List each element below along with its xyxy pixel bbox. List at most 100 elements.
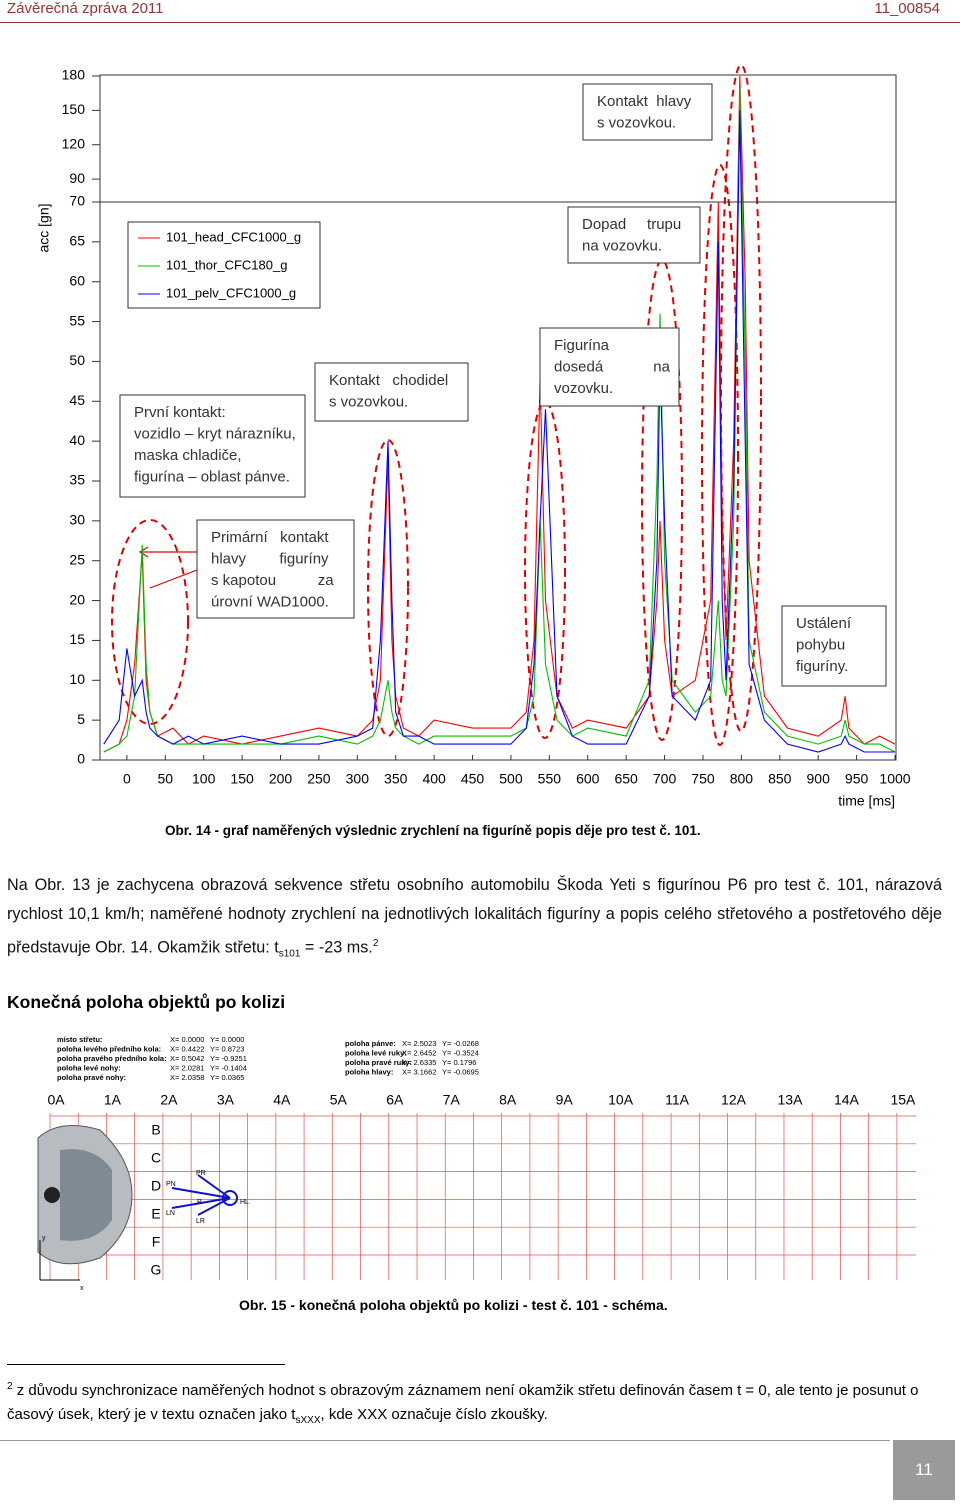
y-tick-label: 5: [77, 711, 85, 727]
annotation-text: vozidlo – kryt nárazníku,: [134, 425, 296, 442]
schematic-label: y: [42, 1235, 46, 1242]
arrow: [149, 569, 198, 589]
arrows: [138, 546, 198, 589]
measurement: poloha pravého předního kola:: [57, 1054, 167, 1063]
column-label: 6A: [386, 1092, 404, 1108]
annotation-text: vozovku.: [554, 380, 613, 397]
footnote-number: 2: [7, 1381, 13, 1392]
annotation-text: Dopad trupu: [582, 216, 681, 233]
row-label: D: [151, 1178, 161, 1194]
annotation-text: figuríny.: [796, 658, 848, 675]
plot-frame: [99, 74, 897, 761]
x-tick-label: 300: [346, 771, 370, 787]
column-label: 4A: [273, 1092, 291, 1108]
y-tick-label: 30: [69, 512, 85, 528]
ellipse: [720, 64, 762, 732]
y-tick-label: 150: [62, 101, 86, 117]
column-label: 0A: [47, 1092, 65, 1108]
dummy-limb: [171, 1197, 231, 1209]
annotation-text: pohybu: [796, 636, 845, 653]
measurement: poloha hlavy:: [345, 1067, 393, 1076]
y-tick-label: 65: [69, 233, 85, 249]
measurement: poloha levého předního kola:: [57, 1044, 161, 1053]
series-line: [103, 87, 896, 753]
y-tick-label: 35: [69, 472, 85, 488]
row-label: F: [152, 1234, 161, 1250]
annotation-box: [582, 83, 713, 141]
annotation-text: Ustálení: [796, 615, 852, 632]
dummy-limb: [171, 1187, 231, 1199]
y-tick-label: 15: [69, 631, 85, 647]
legend-label: 101_pelv_CFC1000_g: [166, 285, 296, 300]
schematic-label: x: [80, 1285, 84, 1292]
schematic: 0A 1A 2A 3A 4A 5A 6A 7A 8A 9A 10A 11A 12A 13A 14A 15A BC…: [37, 1035, 916, 1292]
annotation-text: s kapotou za: [211, 572, 334, 589]
column-label: 8A: [499, 1092, 517, 1108]
axes: [39, 1240, 80, 1281]
measurement: Y= 0.0000: [210, 1035, 244, 1044]
x-tick-label: 550: [538, 771, 562, 787]
column-label: 10A: [608, 1092, 634, 1108]
header-right: 11_00854: [874, 0, 940, 17]
column-label: 9A: [556, 1092, 574, 1108]
annotation-text: hlavy figuríny: [211, 550, 329, 567]
x-tick-label: 250: [307, 771, 331, 787]
measurement: Y= -0.0695: [442, 1067, 479, 1076]
car-window: [60, 1149, 112, 1241]
x-tick-label: 350: [384, 771, 408, 787]
x-tick-label: 0: [123, 771, 131, 787]
paragraph-text: Na Obr. 13 je zachycena obrazová sekvenc…: [7, 876, 942, 957]
y-tick-label: 25: [69, 551, 85, 567]
y-tick-label: 45: [69, 392, 85, 408]
annotation-box: [119, 394, 306, 498]
y-tick-label: 180: [62, 67, 86, 83]
annotation-text: Kontakt chodidel: [329, 372, 448, 389]
schematic-label: LN: [166, 1210, 175, 1217]
measurement: X= 2.6452: [402, 1048, 436, 1057]
subscript: sXXX: [295, 1415, 321, 1426]
grid: [49, 1113, 916, 1280]
annotation-text: figurína – oblast pánve.: [134, 468, 290, 485]
column-label: 5A: [330, 1092, 348, 1108]
column-label: 13A: [778, 1092, 804, 1108]
measurement: X= 2.0281: [170, 1063, 204, 1072]
y-tick-label: 10: [69, 671, 85, 687]
arrow-head: [138, 546, 149, 558]
annotation-text: První kontakt:: [134, 404, 226, 421]
annotation-box: [539, 327, 680, 407]
measurement: Y= -0.3524: [442, 1048, 479, 1057]
annotation-text: Figurína: [554, 337, 610, 354]
y-tick-label: 120: [62, 135, 86, 151]
column-label: 14A: [834, 1092, 860, 1108]
x-tick-label: 650: [614, 771, 638, 787]
annotation-text: úrovní WAD1000.: [211, 593, 329, 610]
header-left: Závěrečná zpráva 2011: [7, 0, 164, 17]
annotation-box: [567, 206, 701, 264]
x-tick-label: 700: [653, 771, 677, 787]
measurement: Y= -0.1404: [210, 1063, 247, 1072]
annotation-text: na vozovku.: [582, 237, 662, 254]
column-label: 7A: [443, 1092, 461, 1108]
y-tick-label: 90: [69, 170, 85, 186]
y-tick-label: 55: [69, 312, 85, 328]
column-label: 12A: [721, 1092, 747, 1108]
legend-label: 101_head_CFC1000_g: [166, 229, 301, 244]
subscript: s101: [278, 948, 301, 960]
y-tick-label: 70: [69, 193, 85, 209]
caption: Obr. 15 - konečná poloha objektů po koli…: [239, 1297, 668, 1313]
x-tick-label: 50: [158, 771, 174, 787]
x-tick-label: 600: [576, 771, 600, 787]
x-axis-label: time [ms]: [838, 793, 895, 809]
ellipse: [524, 401, 566, 739]
measurement: poloha pravé ruky:: [345, 1058, 412, 1067]
x-tick-label: 200: [269, 771, 293, 787]
ellipse: [367, 439, 409, 737]
y-axis-label: acc [gn]: [36, 203, 52, 252]
x-tick-label: 500: [499, 771, 523, 787]
footnote-text: , kde XXX označuje číslo zkoušky.: [320, 1406, 548, 1423]
column-label: 1A: [104, 1092, 122, 1108]
measurement: X= 0.4422: [170, 1044, 204, 1053]
measurement: poloha levé ruky:: [345, 1048, 407, 1057]
ellipse: [111, 519, 189, 725]
